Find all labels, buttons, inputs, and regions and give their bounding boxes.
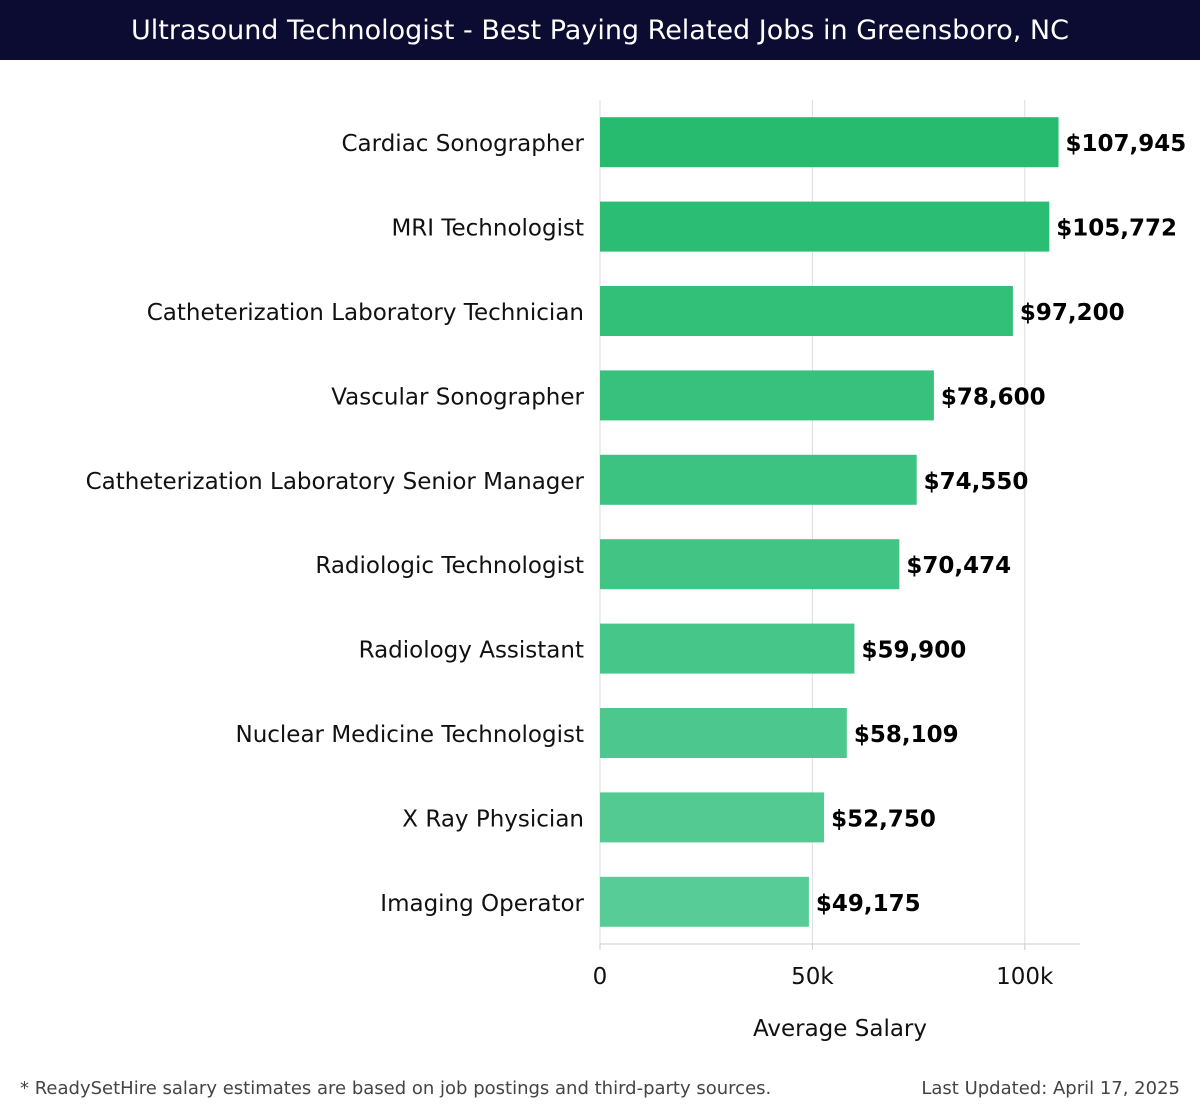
category-label: Imaging Operator	[380, 891, 584, 917]
footer-note: * ReadySetHire salary estimates are base…	[20, 1078, 772, 1099]
value-label: $105,772	[1056, 216, 1177, 242]
x-tick-label: 100k	[996, 964, 1054, 990]
value-label: $107,945	[1066, 131, 1187, 157]
bar	[600, 117, 1059, 168]
value-label: $74,550	[924, 469, 1029, 495]
category-label: Vascular Sonographer	[331, 384, 584, 410]
chart-title: Ultrasound Technologist - Best Paying Re…	[131, 14, 1069, 46]
bar	[600, 539, 900, 590]
category-label: Nuclear Medicine Technologist	[235, 722, 584, 748]
value-label: $49,175	[816, 891, 921, 917]
bar	[600, 708, 847, 758]
x-tick-label: 50k	[791, 964, 834, 990]
bar	[600, 792, 825, 843]
bar	[600, 623, 855, 674]
bar	[600, 201, 1050, 252]
chart-header: Ultrasound Technologist - Best Paying Re…	[0, 0, 1200, 60]
category-label: Catheterization Laboratory Technician	[147, 300, 584, 326]
value-label: $58,109	[854, 722, 959, 748]
category-label: X Ray Physician	[402, 806, 584, 832]
category-label: Catheterization Laboratory Senior Manage…	[86, 469, 585, 495]
footer-updated: Last Updated: April 17, 2025	[921, 1078, 1180, 1099]
value-label: $52,750	[831, 806, 936, 832]
bar	[600, 370, 934, 421]
salary-bar-chart: Cardiac Sonographer $107,945 MRI Technolog…	[86, 100, 1187, 1042]
category-label: MRI Technologist	[391, 216, 584, 242]
value-label: $97,200	[1020, 300, 1125, 326]
bar	[600, 454, 917, 505]
value-label: $70,474	[906, 553, 1011, 579]
x-tick-label: 0	[593, 964, 608, 990]
category-label: Cardiac Sonographer	[342, 131, 585, 157]
bar	[600, 286, 1013, 336]
category-label: Radiologic Technologist	[315, 553, 584, 579]
x-axis-title: Average Salary	[753, 1016, 927, 1042]
category-label: Radiology Assistant	[359, 638, 584, 664]
value-label: $59,900	[861, 638, 966, 664]
value-label: $78,600	[941, 384, 1046, 410]
bar	[600, 876, 809, 927]
